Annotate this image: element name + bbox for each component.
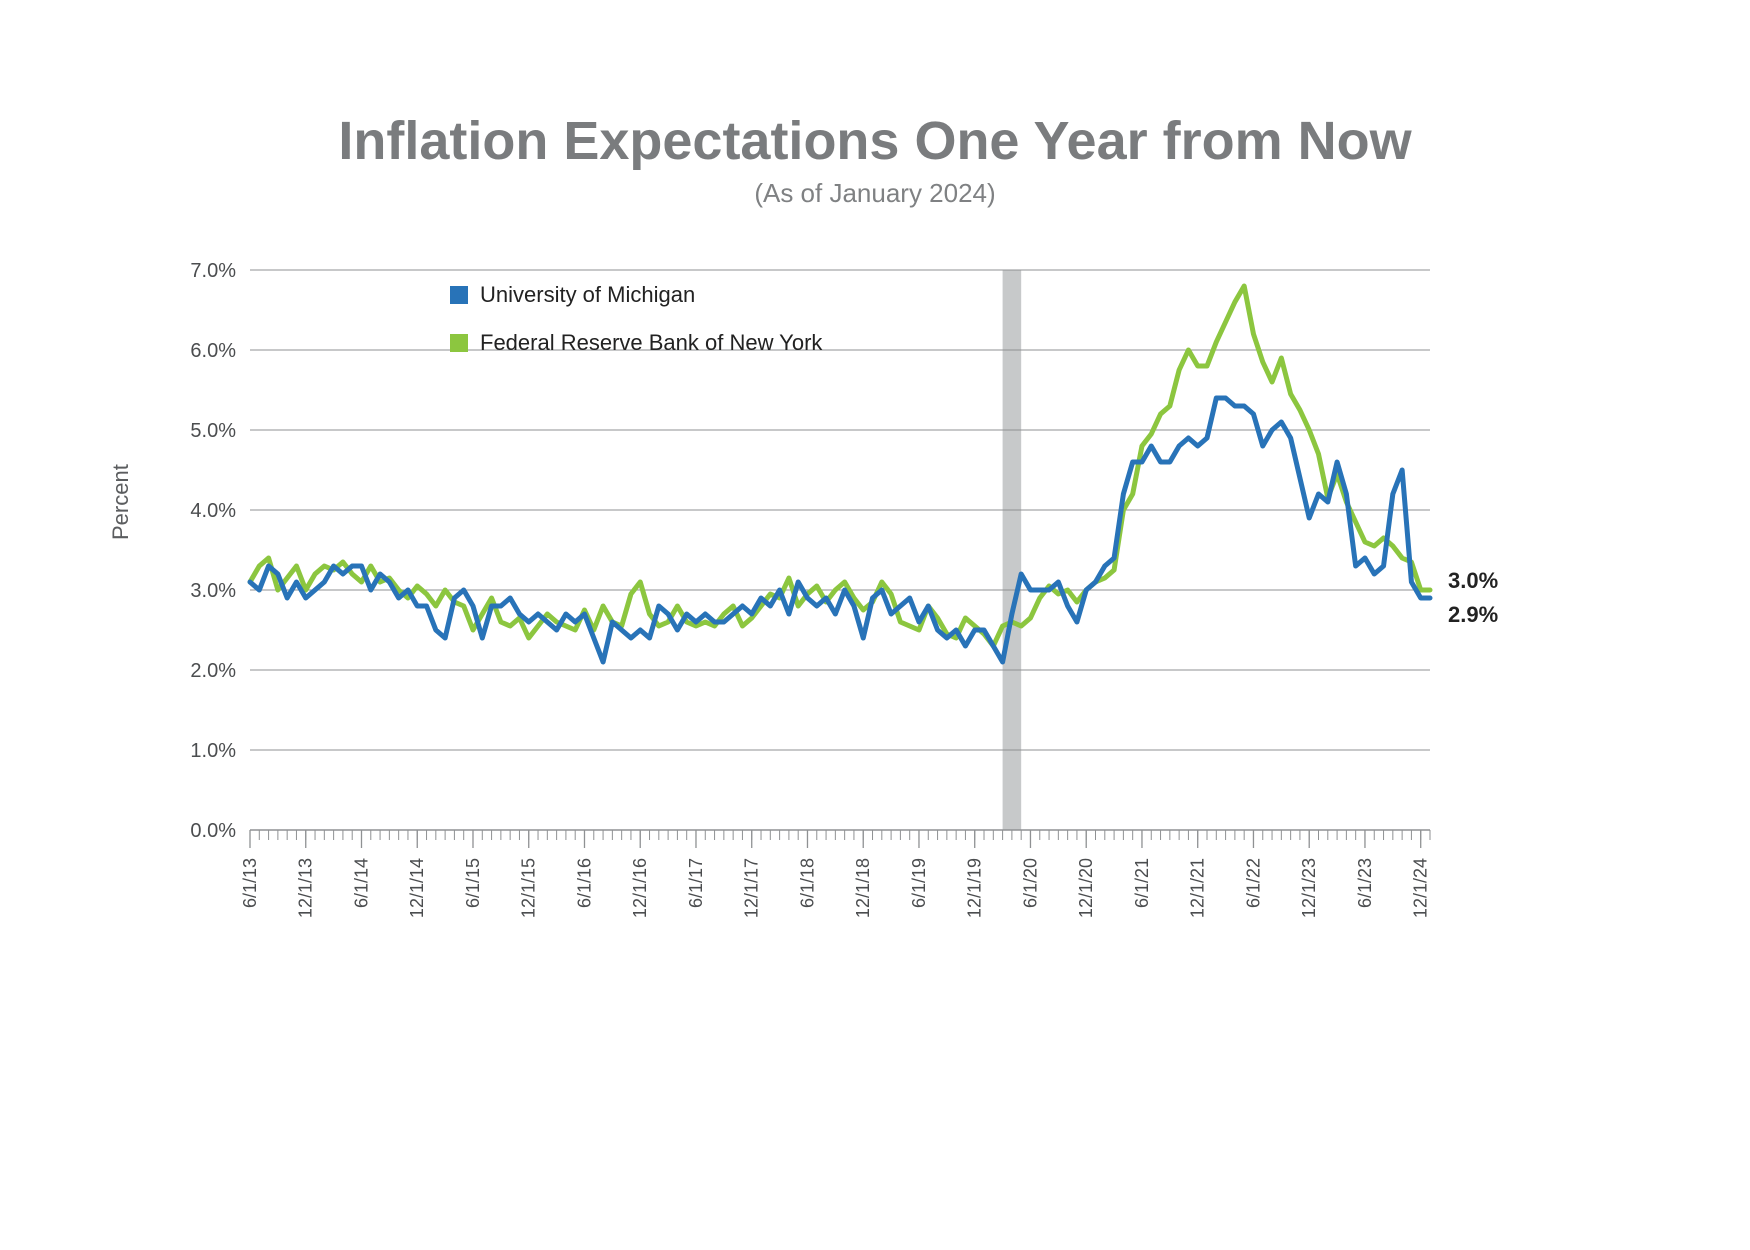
x-tick-label: 6/1/21 <box>1132 858 1152 908</box>
x-tick-label: 12/1/21 <box>1188 858 1208 918</box>
legend-row: Federal Reserve Bank of New York <box>450 330 823 355</box>
series-line <box>250 398 1430 662</box>
x-tick-label: 12/1/14 <box>407 858 427 918</box>
x-tick-label: 6/1/17 <box>686 858 706 908</box>
y-tick-label: 5.0% <box>190 420 236 442</box>
legend-row: University of Michigan <box>450 282 695 307</box>
legend-label: University of Michigan <box>480 282 695 307</box>
y-tick-label: 3.0% <box>190 580 236 602</box>
y-tick-label: 7.0% <box>190 260 236 282</box>
y-tick-label: 6.0% <box>190 340 236 362</box>
y-tick-label: 0.0% <box>190 820 236 842</box>
x-tick-label: 12/1/24 <box>1411 858 1431 918</box>
title-block: Inflation Expectations One Year from Now… <box>0 110 1750 209</box>
x-tick-label: 6/1/18 <box>797 858 817 908</box>
recession-band <box>1003 270 1022 830</box>
end-label-umich: 2.9% <box>1448 602 1498 627</box>
x-tick-label: 12/1/13 <box>296 858 316 918</box>
legend: University of Michigan Federal Reserve Ba… <box>450 282 823 355</box>
page: Inflation Expectations One Year from Now… <box>0 0 1750 1250</box>
series-line <box>250 286 1430 646</box>
chart-area: 0.0% 1.0% 2.0% 3.0% 4.0% 5.0% 6.0% 7.0% 6/1/13 12… <box>140 260 1590 960</box>
x-tick-label: 6/1/14 <box>351 858 371 908</box>
x-tick-label: 12/1/20 <box>1076 858 1096 918</box>
x-tick-label: 6/1/16 <box>574 858 594 908</box>
x-tick-label: 12/1/17 <box>742 858 762 918</box>
legend-swatch <box>450 334 468 352</box>
x-tick-label: 12/1/15 <box>519 858 539 918</box>
legend-label: Federal Reserve Bank of New York <box>480 330 823 355</box>
y-tick-label: 2.0% <box>190 660 236 682</box>
y-tick-label: 4.0% <box>190 500 236 522</box>
chart-subtitle: (As of January 2024) <box>0 178 1750 209</box>
y-tick-label: 1.0% <box>190 740 236 762</box>
x-tick-label: 12/1/19 <box>965 858 985 918</box>
x-tick-label: 12/1/18 <box>853 858 873 918</box>
chart-svg: 0.0% 1.0% 2.0% 3.0% 4.0% 5.0% 6.0% 7.0% 6/1/13 12… <box>140 260 1590 960</box>
x-tick-label: 12/1/23 <box>1299 858 1319 918</box>
x-tick-label: 6/1/20 <box>1020 858 1040 908</box>
x-tick-label: 6/1/22 <box>1243 858 1263 908</box>
x-tick-label: 6/1/23 <box>1355 858 1375 908</box>
end-label-frbny: 3.0% <box>1448 568 1498 593</box>
x-tick-label: 12/1/16 <box>630 858 650 918</box>
x-tick-label: 6/1/13 <box>240 858 260 908</box>
chart-title: Inflation Expectations One Year from Now <box>0 110 1750 172</box>
x-tick-label: 6/1/15 <box>463 858 483 908</box>
x-tick-label: 6/1/19 <box>909 858 929 908</box>
legend-swatch <box>450 286 468 304</box>
y-axis-label: Percent <box>108 464 134 540</box>
